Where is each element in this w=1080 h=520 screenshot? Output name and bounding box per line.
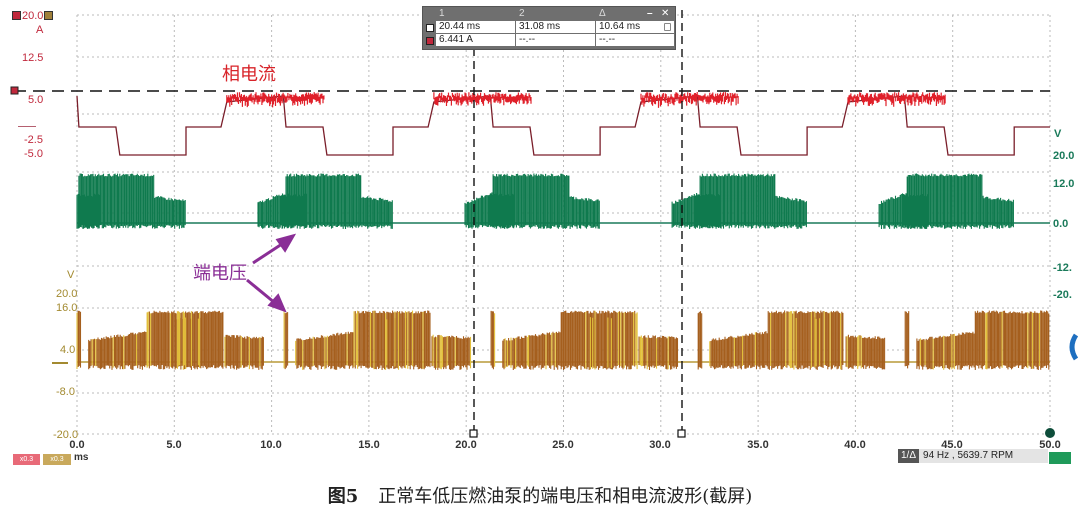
current-channel-marker[interactable]: [12, 11, 21, 20]
voltage-channel-marker[interactable]: [44, 11, 53, 20]
channel-a-scale-chip[interactable]: x0.3: [13, 454, 40, 465]
lock-icon[interactable]: [664, 23, 671, 31]
cursor1-time: 20.44 ms: [436, 21, 515, 33]
time-axis-tick: 40.0: [844, 439, 866, 451]
phase-current-annotation: 相电流: [222, 64, 276, 85]
figure-caption: 图5 正常车低压燃油泵的端电压和相电流波形(截屏): [0, 482, 1080, 508]
current-axis-unit: A: [36, 24, 44, 36]
current-offset-line: [18, 126, 36, 127]
cursor2-current: --.--: [516, 34, 595, 46]
voltage-axis-tick: 16.0: [56, 302, 78, 314]
frequency-readout: 1/Δ 94 Hz , 5639.7 RPM: [898, 449, 1048, 463]
voltage-axis-tick: 4.0: [60, 344, 76, 356]
time-axis-tick: 15.0: [358, 439, 380, 451]
channel-b-scale-chip[interactable]: x0.3: [43, 454, 71, 465]
green-channel-chip[interactable]: [1049, 452, 1071, 464]
time-cursor-2-handle: [677, 429, 686, 438]
minimize-button[interactable]: –: [647, 8, 653, 19]
current-axis-tick: -2.5: [24, 134, 43, 146]
green-axis-tick: 12.0: [1053, 178, 1075, 190]
green-axis-tick: 20.0: [1053, 150, 1075, 162]
cursor2-time: 31.08 ms: [516, 21, 595, 33]
voltage-offset-line: [52, 362, 68, 364]
cursor1-current: 6.441 A: [436, 34, 515, 46]
time-axis-tick: 35.0: [747, 439, 769, 451]
voltage-axis-tick: 20.0: [56, 288, 78, 300]
time-axis-tick: 50.0: [1039, 439, 1061, 451]
frequency-readout-tag: 1/Δ: [898, 449, 920, 463]
terminal-voltage-annotation: 端电压: [193, 263, 247, 284]
time-axis-tick: 30.0: [649, 439, 671, 451]
time-unit-label: ms: [74, 452, 89, 463]
time-axis-tick: 0.0: [69, 439, 85, 451]
figure-caption-text: 正常车低压燃油泵的端电压和相电流波形(截屏): [378, 486, 753, 507]
current-axis-tick: -5.0: [24, 148, 43, 160]
time-cursor-1-handle: [469, 429, 478, 438]
cursor-measurement-panel[interactable]: 1 2 Δ – ✕ 20.44 ms 31.08 ms 10.64 ms 6.4…: [422, 6, 676, 50]
end-marker: [1045, 428, 1055, 438]
col-header-1: 1: [439, 8, 445, 19]
time-axis-tick: 25.0: [552, 439, 574, 451]
time-axis-tick: 20.0: [455, 439, 477, 451]
frequency-readout-value: 94 Hz , 5639.7 RPM: [923, 450, 1014, 461]
cursor-row-marker: [426, 24, 434, 32]
green-axis-unit: V: [1054, 128, 1062, 140]
current-axis-tick: 12.5: [22, 52, 44, 64]
current-row-marker: [426, 37, 434, 45]
level-cursor-handle: [10, 86, 19, 95]
green-axis-tick: -20.: [1053, 289, 1072, 301]
delta-time: 10.64 ms: [596, 21, 674, 33]
col-header-2: 2: [519, 8, 525, 19]
time-axis-tick: 10.0: [260, 439, 282, 451]
voltage-axis-tick: -8.0: [56, 386, 75, 398]
voltage-axis-unit: V: [67, 269, 75, 281]
col-header-delta: Δ: [599, 8, 606, 19]
oscilloscope-view: 20.0 A 12.5 5.0 -2.5 -5.0 V 20.0 12.0 0.…: [10, 6, 1079, 465]
voltage-axis-tick: -20.0: [53, 429, 79, 441]
current-axis-tick: 20.0: [22, 10, 44, 22]
current-axis-tick: 5.0: [28, 94, 44, 106]
time-axis-tick: 45.0: [941, 439, 963, 451]
green-axis-tick: -12.: [1053, 262, 1072, 274]
figure-number: 图5: [327, 486, 359, 507]
waveform-plot: [10, 10, 1079, 438]
green-axis-tick: 0.0: [1053, 218, 1069, 230]
delta-current: --.--: [596, 34, 674, 46]
time-axis-tick: 5.0: [166, 439, 182, 451]
side-marker: [1069, 333, 1079, 361]
close-button[interactable]: ✕: [661, 8, 670, 19]
